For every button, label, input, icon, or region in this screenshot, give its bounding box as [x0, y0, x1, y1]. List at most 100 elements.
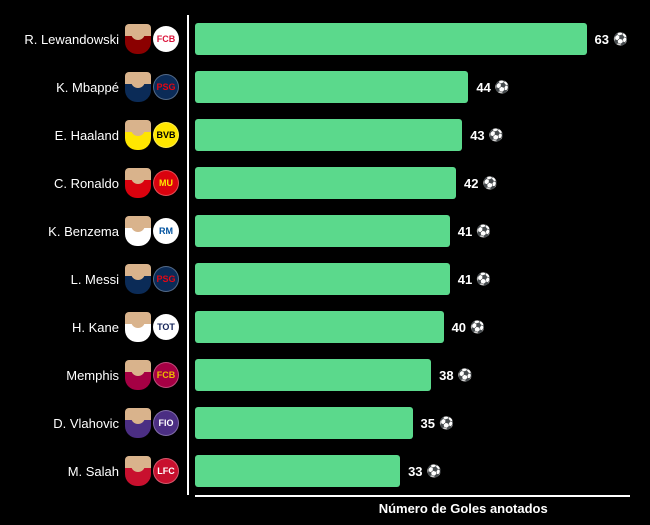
- player-row: K. MbappéPSG44⚽: [20, 63, 630, 111]
- player-row: D. Vlahovic FIO 35 ⚽: [20, 399, 630, 447]
- player-name: K. Mbappé: [20, 80, 125, 95]
- goals-number: 41: [458, 224, 472, 239]
- ball-icon: ⚽: [476, 224, 491, 238]
- goals-number: 63: [595, 32, 609, 47]
- player-avatar: [125, 168, 151, 198]
- player-row: M. Salah LFC 33 ⚽: [20, 447, 630, 495]
- goals-number: 38: [439, 368, 453, 383]
- player-avatar: [125, 312, 151, 342]
- player-row: R. Lewandowski FCB 63 ⚽: [20, 15, 630, 63]
- chart-rows: R. LewandowskiFCB63⚽K. MbappéPSG44⚽E. Ha…: [20, 15, 630, 495]
- player-avatar: [125, 24, 151, 54]
- y-axis-segment: [187, 399, 195, 447]
- goals-value: 40 ⚽: [452, 320, 485, 335]
- ball-icon: ⚽: [439, 416, 454, 430]
- club-badge: FCB: [153, 362, 179, 388]
- player-name: R. Lewandowski: [20, 32, 125, 47]
- bar-zone: 63 ⚽: [195, 15, 630, 63]
- goals-number: 40: [452, 320, 466, 335]
- club-badge: FIO: [153, 410, 179, 436]
- goals-number: 33: [408, 464, 422, 479]
- bar-zone: 41 ⚽: [195, 255, 630, 303]
- player-row: Memphis FCB 38 ⚽: [20, 351, 630, 399]
- ball-icon: ⚽: [458, 368, 473, 382]
- player-avatar: [125, 264, 151, 294]
- y-axis-segment: [187, 255, 195, 303]
- ball-icon: ⚽: [476, 272, 491, 286]
- player-avatar: [125, 408, 151, 438]
- player-name: D. Vlahovic: [20, 416, 125, 431]
- player-row: K. Benzema RM 41 ⚽: [20, 207, 630, 255]
- goals-bar: [195, 71, 468, 103]
- goals-value: 33 ⚽: [408, 464, 441, 479]
- goals-number: 43: [470, 128, 484, 143]
- goals-value: 38 ⚽: [439, 368, 472, 383]
- goals-bar: [195, 407, 413, 439]
- goals-bar: [195, 167, 456, 199]
- y-axis-segment: [187, 447, 195, 495]
- goals-number: 41: [458, 272, 472, 287]
- player-name: C. Ronaldo: [20, 176, 125, 191]
- player-name: L. Messi: [20, 272, 125, 287]
- ball-icon: ⚽: [613, 32, 628, 46]
- player-row: C. Ronaldo MU 42 ⚽: [20, 159, 630, 207]
- club-badge: LFC: [153, 458, 179, 484]
- y-axis-segment: [187, 351, 195, 399]
- player-avatar: [125, 456, 151, 486]
- ball-icon: ⚽: [489, 128, 504, 142]
- goals-number: 42: [464, 176, 478, 191]
- goals-value: 44 ⚽: [476, 80, 509, 95]
- bar-zone: 35 ⚽: [195, 399, 630, 447]
- bar-zone: 44 ⚽: [195, 63, 630, 111]
- player-name: K. Benzema: [20, 224, 125, 239]
- player-name: M. Salah: [20, 464, 125, 479]
- y-axis-segment: [187, 63, 195, 111]
- ball-icon: ⚽: [482, 176, 497, 190]
- player-avatar: [125, 360, 151, 390]
- player-avatar: [125, 72, 151, 102]
- goals-bar: [195, 263, 450, 295]
- player-name: Memphis: [20, 368, 125, 383]
- goals-number: 44: [476, 80, 490, 95]
- goals-bar: [195, 215, 450, 247]
- goals-bar: [195, 311, 444, 343]
- player-avatar: [125, 216, 151, 246]
- y-axis-segment: [187, 303, 195, 351]
- player-avatar: [125, 120, 151, 150]
- club-badge: FCB: [153, 26, 179, 52]
- x-axis: Número de Goles anotados: [195, 495, 630, 497]
- club-badge: TOT: [153, 314, 179, 340]
- goals-bar: [195, 119, 462, 151]
- player-row: H. Kane TOT 40 ⚽: [20, 303, 630, 351]
- bar-zone: 38 ⚽: [195, 351, 630, 399]
- player-name: H. Kane: [20, 320, 125, 335]
- goals-value: 42 ⚽: [464, 176, 497, 191]
- club-badge: BVB: [153, 122, 179, 148]
- goals-bar: [195, 23, 587, 55]
- goals-value: 41 ⚽: [458, 224, 491, 239]
- goals-value: 41 ⚽: [458, 272, 491, 287]
- club-badge: PSG: [153, 266, 179, 292]
- bar-zone: 33 ⚽: [195, 447, 630, 495]
- y-axis-segment: [187, 159, 195, 207]
- ball-icon: ⚽: [495, 80, 510, 94]
- goals-value: 63 ⚽: [595, 32, 628, 47]
- goals-bar: [195, 455, 400, 487]
- bar-zone: 42 ⚽: [195, 159, 630, 207]
- y-axis-segment: [187, 15, 195, 63]
- goals-bar-chart: R. LewandowskiFCB63⚽K. MbappéPSG44⚽E. Ha…: [20, 15, 630, 495]
- y-axis-segment: [187, 111, 195, 159]
- goals-value: 43 ⚽: [470, 128, 503, 143]
- player-row: E. Haaland BVB 43 ⚽: [20, 111, 630, 159]
- player-name: E. Haaland: [20, 128, 125, 143]
- ball-icon: ⚽: [427, 464, 442, 478]
- bar-zone: 40 ⚽: [195, 303, 630, 351]
- goals-bar: [195, 359, 431, 391]
- club-badge: RM: [153, 218, 179, 244]
- ball-icon: ⚽: [470, 320, 485, 334]
- y-axis-segment: [187, 207, 195, 255]
- club-badge: MU: [153, 170, 179, 196]
- x-axis-label: Número de Goles anotados: [379, 501, 548, 516]
- goals-number: 35: [421, 416, 435, 431]
- goals-value: 35 ⚽: [421, 416, 454, 431]
